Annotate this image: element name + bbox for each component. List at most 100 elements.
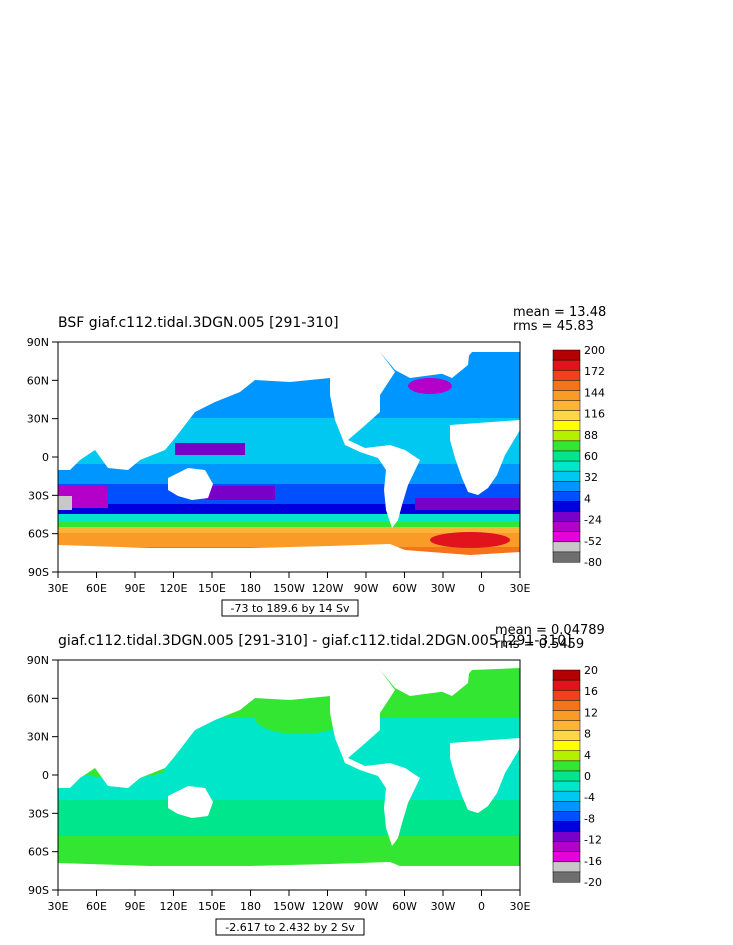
colorbar-swatch — [552, 740, 581, 752]
acc-band — [58, 522, 520, 528]
panel-bsf: BSF giaf.c112.tidal.3DGN.005 [291-310] m… — [27, 305, 606, 617]
ross-feature — [58, 496, 72, 510]
land-eurasia — [58, 342, 520, 470]
x-tick-label: 0 — [478, 900, 485, 913]
y-tick-label: 60N — [27, 374, 49, 387]
pacific-feature — [255, 702, 345, 734]
acc-band — [58, 527, 520, 533]
weddell-max — [430, 532, 510, 548]
colorbar-swatch — [552, 831, 581, 843]
colorbar-label: 144 — [584, 386, 605, 399]
colorbar-label: 0 — [584, 770, 591, 783]
colorbar-swatch — [552, 470, 581, 482]
colorbar-swatch — [552, 359, 581, 371]
colorbar-swatch — [552, 531, 581, 543]
y-tick-label: 90S — [28, 566, 49, 579]
colorbar-swatch — [552, 420, 581, 432]
colorbar-swatch — [552, 440, 581, 452]
y-tick-label: 30S — [28, 489, 49, 502]
ocean-band — [58, 836, 520, 866]
range-box — [215, 918, 365, 936]
ocean-band — [58, 800, 520, 840]
y-tick-labels: 90N 60N 30N 0 30S 60S 90S — [27, 654, 58, 897]
colorbar-swatch — [552, 349, 581, 361]
colorbar-swatch — [552, 380, 581, 391]
y-tick-label: 90N — [27, 336, 49, 349]
colorbar-swatch — [552, 369, 581, 381]
colorbar-label: 116 — [584, 408, 605, 421]
range-label: -2.617 to 2.432 by 2 Sv — [225, 921, 355, 934]
colorbar: 200 172 144 116 88 60 32 4 -24 -52 -80 — [552, 344, 605, 569]
land-greenland — [430, 346, 470, 378]
colorbar-label: -4 — [584, 791, 595, 804]
y-tick-label: 30N — [27, 731, 49, 744]
colorbar-label: -24 — [584, 514, 602, 527]
x-tick-label: 60E — [86, 900, 107, 913]
x-tick-label: 90E — [125, 582, 146, 595]
weddell-gyre — [415, 498, 520, 510]
colorbar-swatch — [552, 821, 581, 833]
sp-gyre — [205, 486, 275, 500]
colorbar-label: -52 — [584, 535, 602, 548]
colorbar-swatch — [552, 679, 581, 691]
colorbar-swatch — [552, 521, 581, 533]
x-tick-label: 90W — [354, 900, 379, 913]
colorbar-label: 16 — [584, 685, 598, 698]
colorbar-swatch — [552, 720, 581, 732]
colorbar-swatch — [552, 760, 581, 772]
y-tick-label: 60N — [27, 692, 49, 705]
colorbar-swatch — [552, 841, 581, 853]
x-tick-label: 0 — [478, 582, 485, 595]
mean-stat: mean = 13.48 — [513, 305, 606, 320]
x-tick-label: 150E — [198, 900, 226, 913]
colorbar-swatch — [552, 460, 581, 472]
x-tick-label: 30E — [48, 900, 69, 913]
y-tick-label: 30S — [28, 807, 49, 820]
x-tick-label: 180 — [240, 582, 261, 595]
land-australia — [168, 468, 213, 500]
rms-stat: rms = 45.83 — [513, 319, 594, 334]
land-australia — [168, 786, 213, 818]
colorbar-swatch — [552, 770, 581, 782]
x-tick-label: 150W — [273, 900, 305, 913]
colorbar-swatch — [552, 491, 581, 502]
colorbar-swatch — [552, 851, 581, 863]
colorbar-swatch — [552, 871, 581, 883]
colorbar-swatch — [552, 511, 581, 523]
colorbar-swatch — [552, 669, 581, 681]
colorbar-swatch — [552, 541, 581, 553]
colorbar: 20 16 12 8 4 0 -4 -8 -12 -16 -20 — [552, 664, 602, 889]
land-greenland — [430, 664, 470, 696]
colorbar-swatch — [552, 551, 581, 563]
x-tick-labels: 30E 60E 90E 120E 150E 180 150W 120W 90W 60W 30W 0 30… — [48, 572, 531, 595]
colorbar-label: 200 — [584, 344, 605, 357]
x-tick-label: 30E — [48, 582, 69, 595]
colorbar-label: 12 — [584, 706, 598, 719]
colorbar-label: 8 — [584, 728, 591, 741]
colorbar-swatch — [552, 700, 581, 711]
panel-title: giaf.c112.tidal.3DGN.005 [291-310] - gia… — [58, 633, 572, 649]
colorbar-swatch — [552, 730, 581, 742]
subpolar-gyre — [408, 378, 452, 394]
colorbar-label: -8 — [584, 812, 595, 825]
colorbar-swatch — [552, 410, 581, 422]
rms-stat: rms = 0.5459 — [495, 637, 584, 652]
colorbar-label: 4 — [584, 749, 591, 762]
land-antarctica — [58, 544, 520, 572]
x-tick-label: 150W — [273, 582, 305, 595]
colorbar-swatch — [552, 710, 581, 722]
x-tick-label: 60W — [392, 582, 417, 595]
land-antarctica — [58, 862, 520, 890]
x-tick-label: 120E — [160, 582, 188, 595]
y-tick-labels: 90N 60N 30N 0 30S 60S 90S — [27, 336, 58, 579]
colorbar-label: 20 — [584, 664, 598, 677]
x-tick-label: 30W — [431, 900, 456, 913]
colorbar-swatch — [552, 780, 581, 792]
colorbar-label: -20 — [584, 876, 602, 889]
colorbar-swatch — [552, 480, 581, 492]
map-field — [58, 342, 520, 572]
mean-stat: mean = 0.04789 — [495, 623, 605, 638]
colorbar-swatch — [552, 450, 581, 462]
x-tick-label: 60E — [86, 582, 107, 595]
panel-diff: giaf.c112.tidal.3DGN.005 [291-310] - gia… — [27, 623, 605, 936]
